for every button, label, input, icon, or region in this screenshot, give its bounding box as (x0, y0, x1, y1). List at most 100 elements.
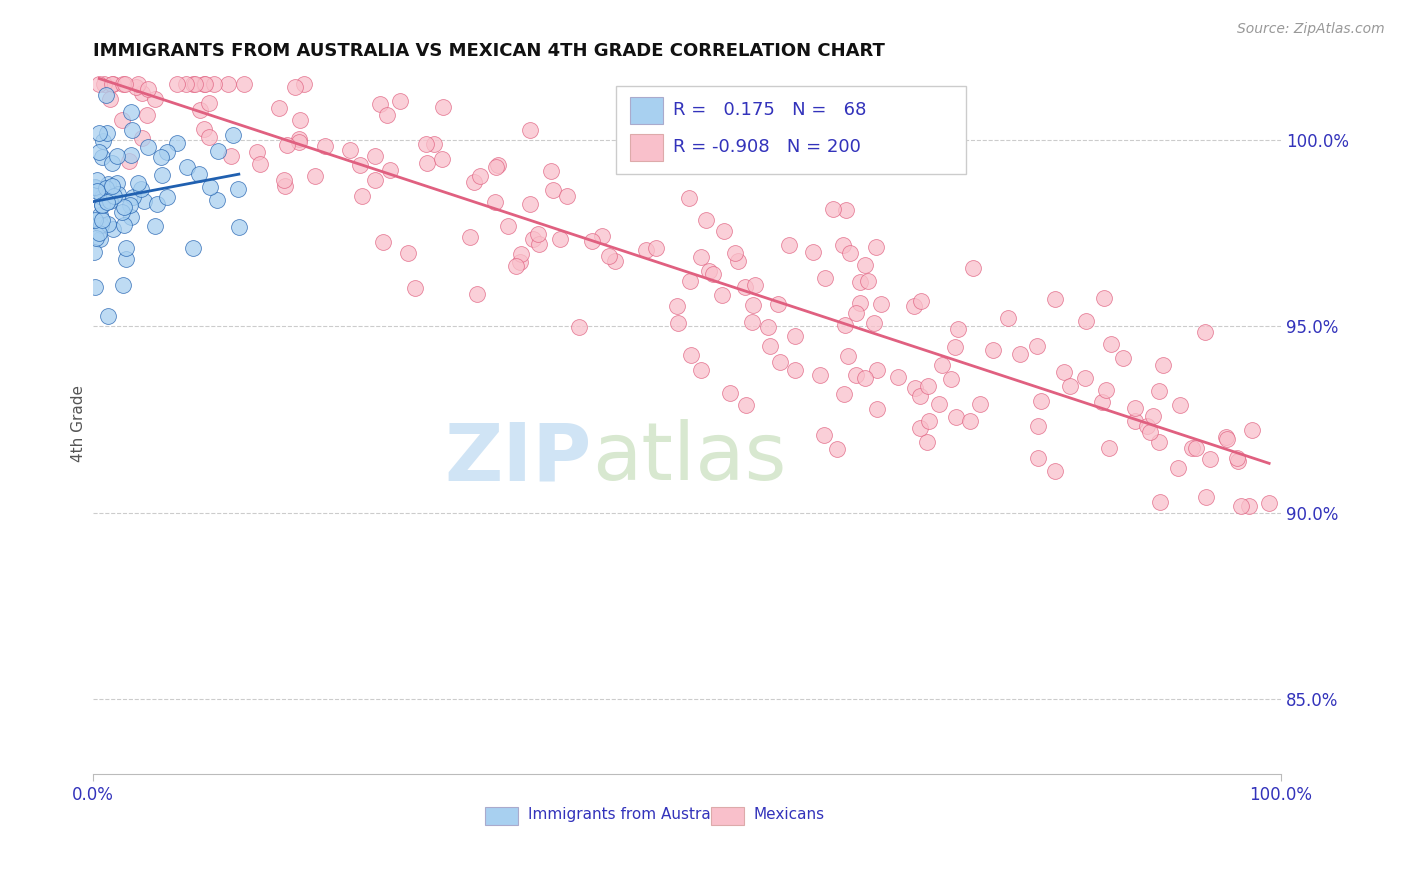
Point (581, 235, 603, 249)
Point (110, 205, 132, 219)
Point (1230, 500, 1253, 514)
Point (1053, 365, 1076, 379)
Point (1026, 339, 1049, 353)
Point (129, 182, 152, 196)
Point (274, 179, 297, 194)
Point (783, 328, 806, 343)
Point (848, 275, 870, 289)
Point (136, 140, 159, 154)
Bar (711, 807, 744, 824)
Point (146, 196, 169, 211)
Point (522, 232, 544, 246)
Point (96, 309, 118, 323)
Point (86, 184, 108, 198)
Point (831, 237, 853, 252)
Point (228, 182, 250, 196)
Point (228, 219, 250, 234)
Point (918, 414, 941, 428)
Point (198, 180, 221, 194)
Point (131, 86, 153, 100)
Point (962, 260, 984, 275)
Point (207, 144, 229, 158)
Point (304, 169, 326, 183)
Point (134, 194, 156, 208)
Point (813, 428, 835, 442)
Point (1123, 414, 1146, 428)
Point (111, 112, 134, 127)
Point (666, 316, 689, 330)
Point (194, 77, 217, 91)
Point (91, 135, 114, 149)
Point (1168, 398, 1191, 412)
Point (89, 126, 111, 140)
Point (114, 241, 136, 255)
Point (666, 299, 689, 313)
Point (1095, 383, 1118, 397)
Point (314, 139, 336, 153)
Point (917, 379, 939, 393)
Point (931, 358, 953, 372)
Point (1008, 347, 1031, 361)
Point (89, 209, 111, 223)
Point (149, 149, 172, 163)
Point (219, 149, 242, 163)
Point (1139, 425, 1161, 439)
Point (1092, 292, 1115, 306)
Text: atlas: atlas (592, 419, 786, 498)
Point (114, 77, 136, 91)
Point (1226, 451, 1249, 466)
Point (107, 187, 129, 202)
Point (94, 180, 117, 194)
Point (555, 188, 578, 202)
Point (1099, 336, 1122, 351)
Point (120, 147, 142, 161)
Point (678, 191, 700, 205)
Bar (485, 807, 519, 824)
Point (404, 281, 426, 295)
Point (808, 368, 831, 383)
Bar (616, 87, 966, 174)
Point (1258, 495, 1281, 509)
Point (197, 130, 219, 145)
Point (364, 173, 387, 187)
Point (863, 316, 886, 330)
Point (946, 322, 969, 336)
Text: Immigrants from Australia: Immigrants from Australia (527, 806, 728, 822)
Point (465, 287, 488, 301)
Point (233, 77, 256, 91)
Point (1149, 495, 1171, 509)
Point (396, 246, 419, 260)
Point (845, 306, 868, 320)
Point (945, 340, 967, 354)
Point (276, 138, 298, 153)
Point (870, 297, 893, 311)
Point (1076, 314, 1098, 328)
Point (432, 100, 454, 114)
Point (97, 178, 120, 192)
Point (756, 320, 779, 334)
Point (1180, 441, 1202, 455)
Point (783, 363, 806, 377)
Point (856, 274, 879, 288)
Point (741, 315, 763, 329)
Point (734, 280, 756, 294)
Point (100, 77, 122, 91)
Point (96, 126, 118, 140)
Point (105, 149, 128, 163)
Point (120, 210, 142, 224)
Point (1215, 430, 1237, 444)
Y-axis label: 4th Grade: 4th Grade (72, 384, 86, 462)
Point (118, 154, 141, 169)
Point (143, 92, 166, 106)
Point (292, 77, 315, 91)
Point (364, 149, 387, 163)
Point (103, 189, 125, 203)
Point (288, 132, 311, 146)
Point (181, 77, 204, 91)
Point (505, 259, 527, 273)
Point (603, 253, 626, 268)
Point (679, 274, 702, 288)
Point (741, 298, 763, 312)
Text: R = -0.908   N = 200: R = -0.908 N = 200 (673, 138, 860, 156)
Point (679, 348, 702, 362)
